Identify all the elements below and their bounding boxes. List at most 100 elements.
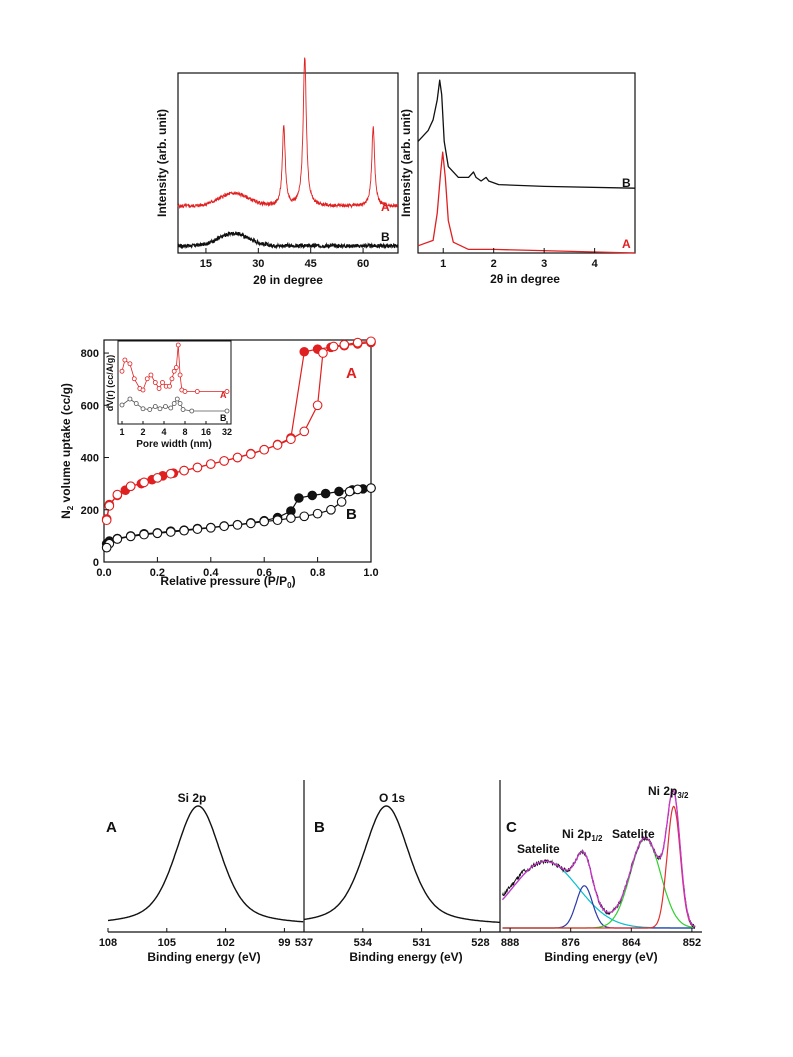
bet-x-tick-label: 0.0 <box>96 567 111 579</box>
bet-inset-x-label: Pore width (nm) <box>136 439 212 450</box>
bet-y-tick-label: 800 <box>81 348 99 360</box>
xps-si-panel: 108 105 102 99 Binding energy (eV) A Si 2p <box>99 791 304 964</box>
xps-ni-label-2p-three-half: Ni 2p3/2 <box>648 784 689 800</box>
bet-inset-series-b-point <box>171 401 177 406</box>
xrd-wide-tick-label: 60 <box>357 258 369 270</box>
bet-series-b-desorption-point <box>352 484 363 495</box>
bet-inset-series-a-point <box>122 357 128 363</box>
xps-o-tick-label: 528 <box>471 937 489 949</box>
xps-o-tick-label: 537 <box>295 937 313 949</box>
bet-inset-tick-label: 4 <box>161 427 166 437</box>
bet-series-a-desorption-point <box>232 452 243 463</box>
bet-inset-series-label-a: A <box>220 390 227 400</box>
xrd-low-ticks: 1 2 3 4 <box>440 248 599 270</box>
bet-y-tick-label: 600 <box>81 400 99 412</box>
bet-series-b-desorption-point <box>101 542 112 553</box>
bet-inset-series-b-point <box>224 408 230 414</box>
bet-inset-tick-label: 1 <box>119 427 124 437</box>
xps-ni-tick-label: 864 <box>622 937 641 949</box>
xrd-wide-ticks: 15 30 45 60 <box>200 248 369 270</box>
xps-ni-label-2p-half: Ni 2p1/2 <box>562 827 603 843</box>
xps-ni-tick-label: 876 <box>562 937 580 949</box>
bet-panel: 0.0 0.2 0.4 0.6 0.8 1.0 0 200 400 600 800 Relative… <box>59 336 379 590</box>
xrd-low-frame <box>417 72 636 254</box>
xps-si-tick-label: 102 <box>216 937 234 949</box>
bet-series-a-desorption-point <box>286 434 296 445</box>
bet-series-a-desorption-point <box>112 489 123 500</box>
bet-inset-series-b-point <box>119 402 125 408</box>
bet-series-b-desorption-point <box>246 518 256 529</box>
bet-x-tick-label: 1.0 <box>363 567 378 579</box>
bet-series-a-desorption-point <box>328 341 339 352</box>
bet-series-a-desorption-point <box>299 426 310 437</box>
bet-inset-series-a-point <box>182 389 188 394</box>
bet-series-a-desorption-point <box>246 449 256 459</box>
xrd-wide-panel: 15 30 45 60 2θ in degree Intensity (arb. un… <box>155 57 399 287</box>
bet-series-a-desorption-point <box>139 477 149 488</box>
bet-y-label: N2 volume uptake (cc/g) <box>59 383 75 519</box>
bet-inset-frame <box>117 340 232 425</box>
bet-inset-series-b-point <box>133 401 139 406</box>
xrd-wide-series-label-b: B <box>381 230 390 244</box>
bet-x-label-sub: 0 <box>287 581 292 590</box>
bet-inset-series-a-point <box>224 389 230 394</box>
bet-inset-series-b-point <box>163 404 168 409</box>
bet-series-b-adsorption-point <box>307 490 318 501</box>
xrd-wide-frame <box>177 72 399 254</box>
bet-series-b-desorption-point <box>112 534 123 544</box>
bet-series-label-b: B <box>346 506 357 523</box>
bet-inset-series-a-point <box>194 389 200 394</box>
bet-series-b-desorption-point <box>336 497 347 507</box>
bet-series-a-desorption-point <box>205 459 216 469</box>
bet-inset-series-a-point <box>127 361 133 367</box>
xrd-low-series-label-a: A <box>622 237 631 251</box>
xps-si-panel-letter: A <box>106 819 117 836</box>
xps-ni-envelope <box>502 789 696 928</box>
bet-y-tick-label: 200 <box>81 505 99 517</box>
xrd-wide-series-label-a: A <box>381 200 390 214</box>
xps-o-tick-label: 531 <box>412 937 430 949</box>
xps-si-spectrum <box>108 805 304 923</box>
xps-ni-label-2p-three-half-sub: 3/2 <box>677 791 689 800</box>
xrd-low-tick-label: 1 <box>440 258 446 270</box>
bet-series-b-desorption-point <box>299 511 310 522</box>
bet-inset-series-a-point <box>131 376 137 382</box>
bet-series-a-desorption-point <box>366 336 376 347</box>
xps-ni-tick-label: 852 <box>683 937 701 949</box>
bet-series-b-adsorption-point <box>294 493 304 503</box>
bet-inset-series-a-point <box>148 372 154 378</box>
xrd-low-series-a <box>417 151 636 254</box>
bet-series-b-desorption-point <box>366 483 376 493</box>
bet-inset-tick-label: 8 <box>182 427 187 437</box>
bet-inset-series-a-point <box>140 387 146 393</box>
bet-inset-series-a-point <box>171 368 177 374</box>
bet-inset-series-b-point <box>157 406 163 412</box>
bet-frame <box>103 339 372 563</box>
xps-si-tick-label: 105 <box>158 937 176 949</box>
bet-x-label: Relative pressure (P/P0) <box>160 574 295 590</box>
xrd-low-tick-label: 3 <box>541 258 547 270</box>
xps-ni-raw-spectrum <box>502 789 696 929</box>
bet-inset-series-a-point <box>175 342 181 348</box>
bet-ticks: 0.0 0.2 0.4 0.6 0.8 1.0 0 200 400 600 800 <box>81 348 379 579</box>
bet-inset-series-b-point <box>189 408 195 414</box>
xrd-low-x-label: 2θ in degree <box>490 272 560 286</box>
xrd-low-curves <box>417 79 636 254</box>
bet-y-label-sub: 2 <box>66 505 75 510</box>
bet-inset: 1 2 4 8 16 32 Pore width (nm) dV(r) (cc/A/g) … <box>105 340 232 450</box>
bet-series-b-desorption-point <box>272 515 283 526</box>
bet-inset-series-a-point <box>169 376 175 382</box>
bet-series-b-adsorption-point <box>334 486 344 497</box>
xps-ni-x-label: Binding energy (eV) <box>544 950 657 964</box>
xrd-low-tick-label: 4 <box>592 258 599 270</box>
xps-si-curves <box>108 805 304 923</box>
bet-series-label-a: A <box>346 365 357 382</box>
bet-series-a-desorption-point <box>312 400 323 411</box>
xps-o-ticks: 537 534 531 528 <box>295 928 490 949</box>
bet-series-b-desorption-point <box>312 508 323 519</box>
bet-inset-series-a-point <box>119 368 125 374</box>
xrd-wide-tick-label: 15 <box>200 258 212 270</box>
xps-o-tick-label: 534 <box>354 937 373 949</box>
xrd-wide-tick-label: 45 <box>305 258 317 270</box>
